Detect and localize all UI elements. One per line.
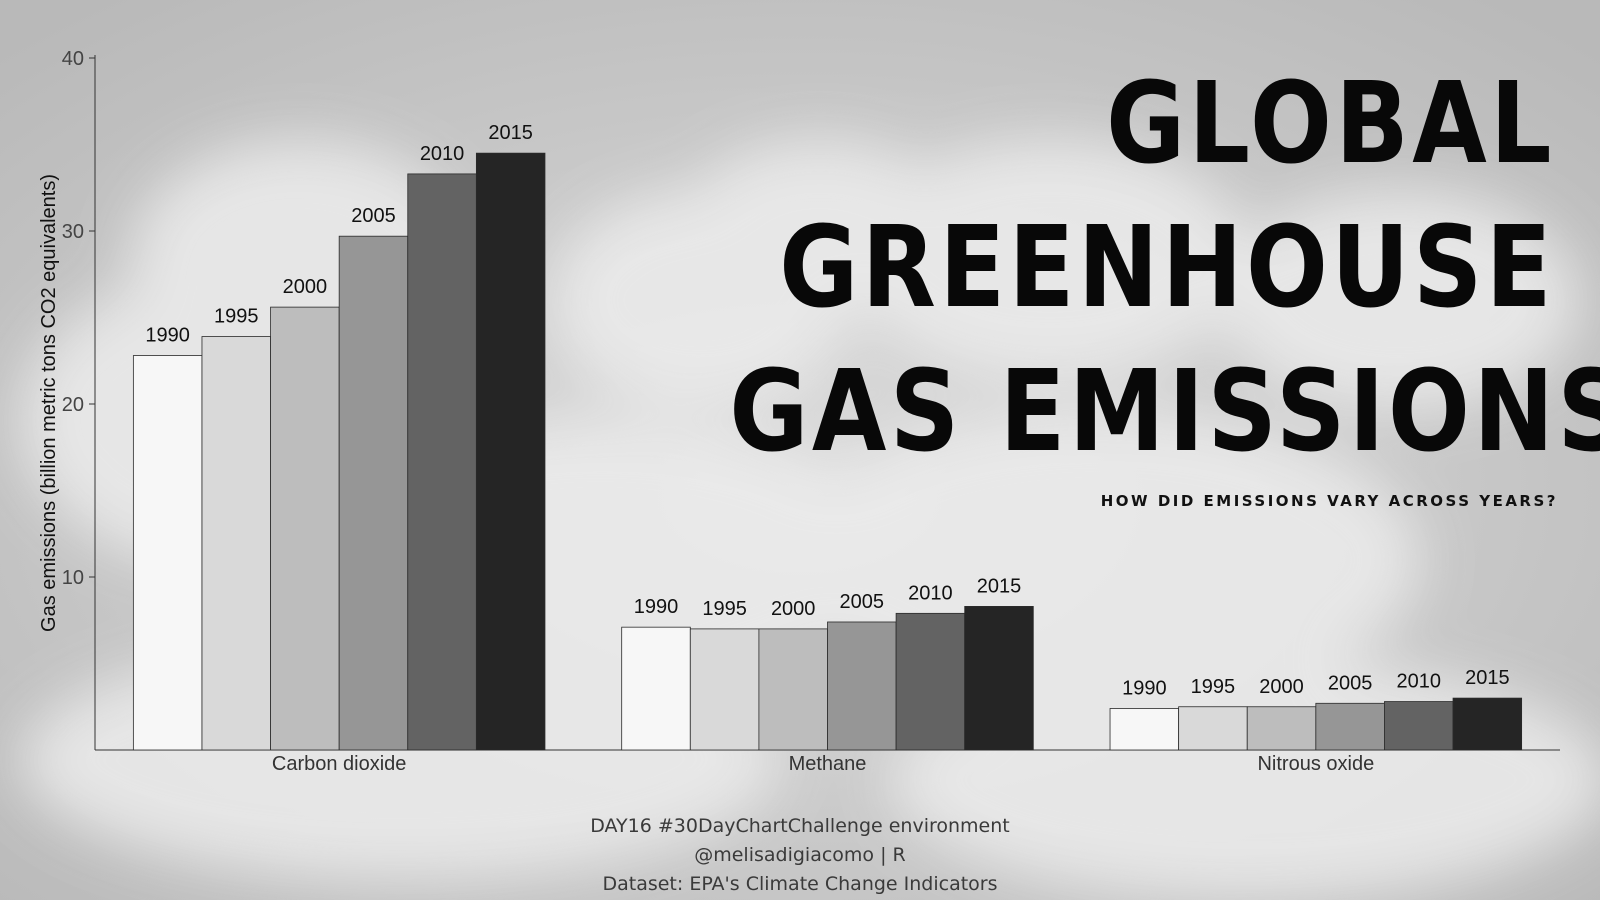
bar xyxy=(827,621,897,751)
bar xyxy=(1246,706,1317,751)
title-line: GREENHOUSE xyxy=(779,203,1555,333)
bar-year-label: 1995 xyxy=(214,306,259,328)
bar-year-label: 1990 xyxy=(145,325,190,347)
caption-line: @melisadigiacomo | R xyxy=(694,844,906,866)
bar xyxy=(621,626,691,751)
y-tick-label: 30 xyxy=(62,221,84,243)
bar-year-label: 1990 xyxy=(634,596,679,618)
caption-line: Dataset: EPA's Climate Change Indicators xyxy=(602,873,998,895)
bar xyxy=(895,612,966,751)
y-tick-label: 40 xyxy=(62,48,84,70)
bar-year-label: 2000 xyxy=(283,276,328,298)
chart-subtitle: HOW DID EMISSIONS VARY ACROSS YEARS? xyxy=(1100,492,1558,510)
bar-year-label: 1990 xyxy=(1122,677,1167,699)
y-tick-label: 10 xyxy=(62,567,84,589)
caption-line: DAY16 #30DayChartChallenge environment xyxy=(590,815,1010,837)
x-category-label: Nitrous oxide xyxy=(1257,753,1374,775)
bar-year-label: 2010 xyxy=(908,582,953,604)
bar-year-label: 2000 xyxy=(771,598,816,620)
x-category-label: Carbon dioxide xyxy=(272,753,407,775)
bar xyxy=(1109,708,1180,751)
bar-year-label: 1995 xyxy=(702,598,747,620)
title-line: GAS EMISSIONS xyxy=(729,347,1600,477)
bar-year-label: 2005 xyxy=(351,205,396,227)
bar xyxy=(689,628,760,751)
bar xyxy=(407,173,477,751)
bar xyxy=(201,336,271,751)
y-axis-label: Gas emissions (billion metric tons CO2 e… xyxy=(38,174,60,632)
bar-year-label: 2015 xyxy=(488,122,533,144)
bar-year-label: 2000 xyxy=(1259,676,1304,698)
bar xyxy=(1384,701,1454,751)
bar xyxy=(132,355,203,751)
bar-year-label: 2005 xyxy=(1328,672,1373,694)
bar xyxy=(475,152,546,751)
bar xyxy=(964,606,1034,751)
bar xyxy=(270,306,340,751)
bar-year-label: 2015 xyxy=(977,575,1022,597)
chart-title: GLOBAL GREENHOUSE GAS EMISSIONS xyxy=(595,52,1600,484)
bar xyxy=(1178,706,1248,751)
bar-year-label: 2010 xyxy=(1396,671,1441,693)
bar xyxy=(758,628,828,751)
bar-year-label: 1995 xyxy=(1191,676,1236,698)
title-line: GLOBAL xyxy=(1106,59,1555,189)
bar xyxy=(338,235,409,751)
bar-year-label: 2010 xyxy=(420,143,465,165)
bar-year-label: 2015 xyxy=(1465,667,1510,689)
bar xyxy=(1452,697,1523,751)
x-category-label: Methane xyxy=(789,753,867,775)
bar xyxy=(1315,702,1385,751)
bar-year-label: 2005 xyxy=(840,591,885,613)
y-tick-label: 20 xyxy=(62,394,84,416)
